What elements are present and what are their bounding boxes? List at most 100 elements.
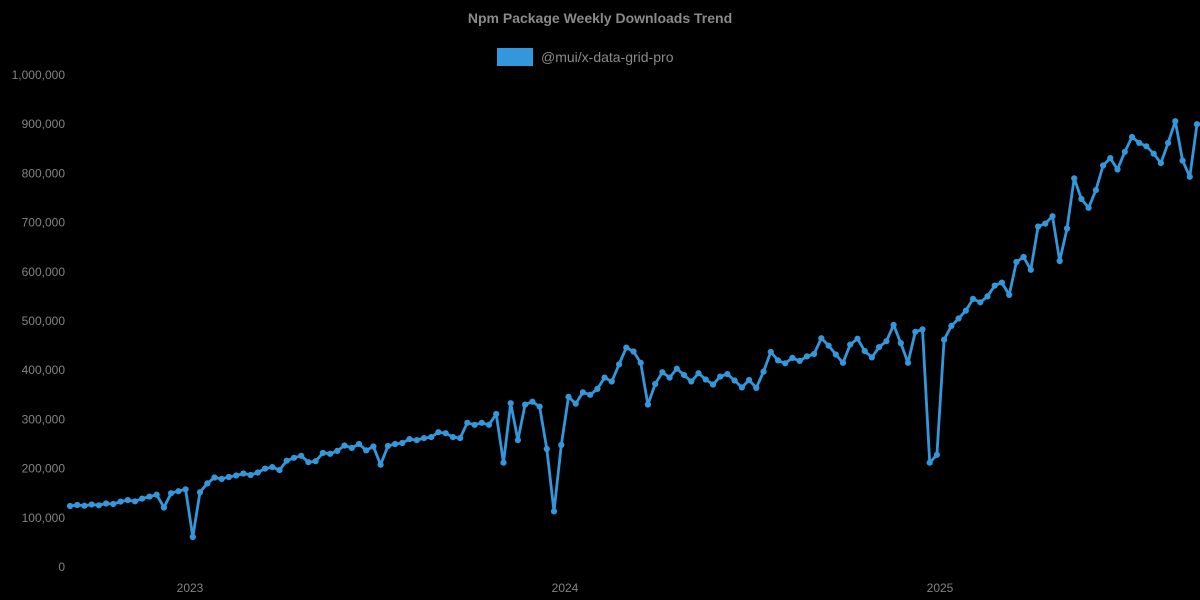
data-point[interactable] [88, 501, 95, 508]
data-point[interactable] [832, 351, 839, 358]
data-point[interactable] [1020, 253, 1027, 261]
data-point[interactable] [948, 322, 955, 329]
data-point[interactable] [782, 360, 789, 367]
data-point[interactable] [847, 341, 854, 348]
data-point[interactable] [1063, 225, 1071, 232]
data-point[interactable] [839, 359, 847, 366]
data-point[interactable] [753, 384, 760, 391]
data-point[interactable] [1121, 148, 1128, 155]
data-point[interactable] [890, 321, 897, 328]
data-point[interactable] [659, 369, 666, 376]
data-point[interactable] [594, 385, 601, 392]
data-point[interactable] [168, 490, 175, 497]
data-point[interactable] [724, 371, 731, 378]
data-point[interactable] [688, 378, 695, 385]
data-point[interactable] [1071, 175, 1078, 182]
data-point[interactable] [464, 419, 471, 426]
data-point[interactable] [218, 475, 225, 482]
data-point[interactable] [1056, 257, 1063, 265]
data-point[interactable] [572, 400, 579, 407]
data-point[interactable] [904, 359, 912, 366]
data-point[interactable] [811, 350, 818, 358]
data-point[interactable] [1042, 220, 1049, 227]
data-point[interactable] [608, 378, 615, 385]
data-point[interactable] [153, 491, 160, 498]
data-point[interactable] [587, 391, 594, 398]
data-point[interactable] [95, 502, 102, 509]
data-point[interactable] [1078, 195, 1085, 203]
data-point[interactable] [103, 500, 110, 507]
data-point[interactable] [81, 502, 88, 509]
data-point[interactable] [457, 435, 464, 442]
data-point[interactable] [673, 365, 680, 372]
data-point[interactable] [355, 440, 363, 448]
data-point[interactable] [312, 458, 319, 465]
data-point[interactable] [666, 374, 673, 381]
data-point[interactable] [117, 498, 124, 505]
data-point[interactable] [825, 342, 832, 349]
data-point[interactable] [746, 376, 753, 384]
data-point[interactable] [883, 338, 890, 345]
data-point[interactable] [565, 393, 572, 400]
data-point[interactable] [442, 430, 449, 437]
data-point[interactable] [262, 465, 269, 472]
data-point[interactable] [969, 295, 977, 302]
data-point[interactable] [507, 400, 514, 407]
data-point[interactable] [861, 347, 868, 355]
data-point[interactable] [1128, 133, 1136, 141]
data-point[interactable] [991, 282, 998, 289]
data-point[interactable] [1150, 150, 1157, 157]
data-point[interactable] [485, 421, 493, 428]
data-point[interactable] [449, 434, 456, 441]
data-point[interactable] [731, 377, 738, 384]
data-point[interactable] [1027, 266, 1034, 273]
data-point[interactable] [1049, 213, 1056, 220]
data-point[interactable] [644, 401, 652, 408]
data-point[interactable] [868, 354, 876, 361]
data-point[interactable] [392, 440, 399, 448]
data-point[interactable] [1136, 139, 1143, 146]
data-point[interactable] [637, 359, 644, 366]
data-point[interactable] [652, 380, 659, 388]
data-point[interactable] [377, 461, 384, 468]
data-point[interactable] [1143, 143, 1150, 150]
data-point[interactable] [406, 436, 413, 443]
data-point[interactable] [803, 353, 811, 360]
data-point[interactable] [428, 434, 435, 441]
data-point[interactable] [204, 480, 211, 487]
data-point[interactable] [977, 299, 984, 306]
data-point[interactable] [225, 473, 232, 481]
data-point[interactable] [998, 279, 1006, 286]
data-point[interactable] [420, 435, 428, 442]
data-point[interactable] [529, 398, 536, 405]
data-point[interactable] [536, 403, 543, 410]
data-point[interactable] [1165, 139, 1172, 146]
data-point[interactable] [334, 447, 341, 454]
data-point[interactable] [384, 442, 391, 450]
data-point[interactable] [818, 335, 825, 342]
data-point[interactable] [110, 500, 117, 508]
data-point[interactable] [514, 437, 522, 444]
data-point[interactable] [160, 504, 167, 511]
data-point[interactable] [601, 374, 608, 381]
data-point[interactable] [276, 467, 283, 474]
data-point[interactable] [66, 502, 74, 510]
data-point[interactable] [254, 469, 261, 476]
data-point[interactable] [767, 348, 774, 356]
data-point[interactable] [558, 441, 565, 449]
data-point[interactable] [774, 357, 782, 364]
data-point[interactable] [233, 472, 240, 479]
data-point[interactable] [543, 445, 550, 452]
data-point[interactable] [1193, 121, 1200, 128]
data-point[interactable] [305, 459, 312, 466]
data-point[interactable] [124, 497, 131, 504]
data-point[interactable] [522, 401, 529, 408]
data-point[interactable] [941, 336, 948, 343]
data-point[interactable] [616, 361, 623, 368]
data-point[interactable] [962, 307, 969, 314]
data-point[interactable] [196, 489, 204, 496]
data-point[interactable] [760, 368, 767, 375]
data-point[interactable] [348, 444, 355, 451]
data-point[interactable] [897, 340, 904, 347]
data-point[interactable] [695, 370, 702, 377]
